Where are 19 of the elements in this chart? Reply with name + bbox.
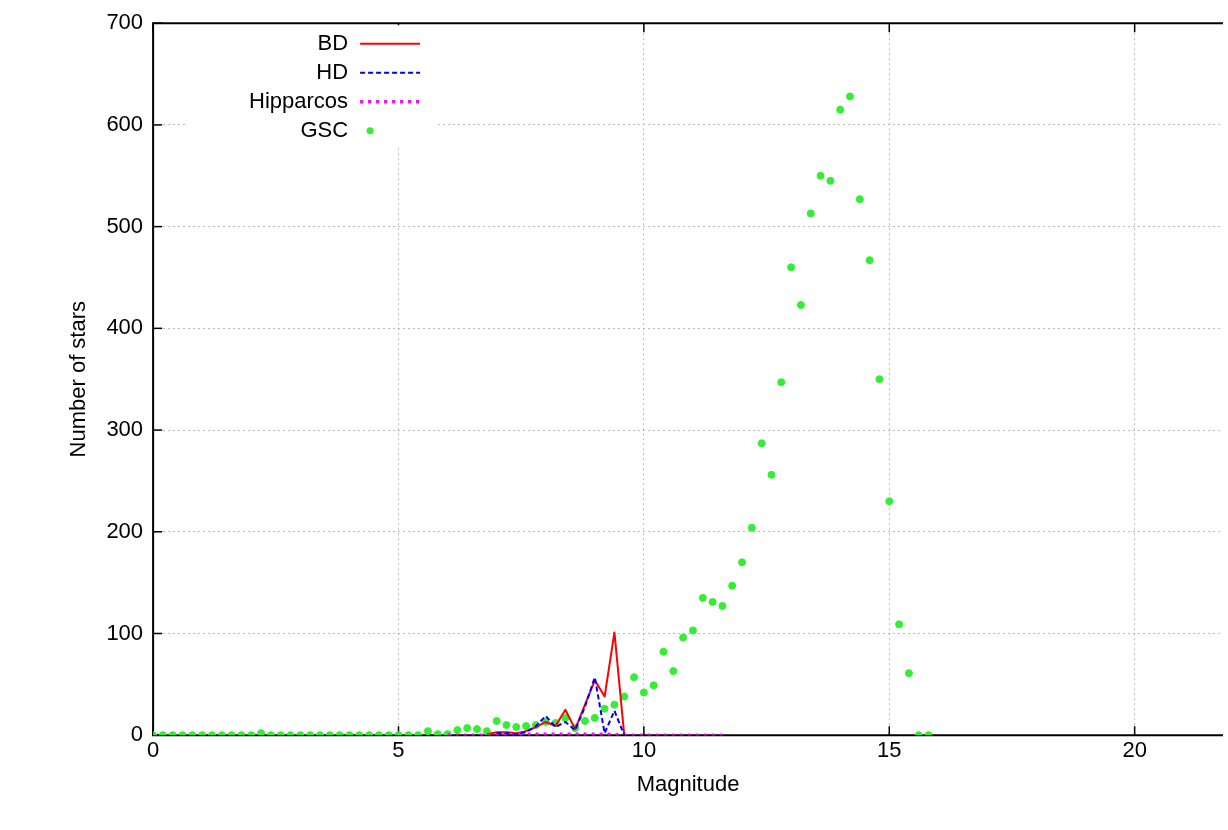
y-axis-title: Number of stars [65,300,91,458]
legend-label: Hipparcos [249,87,349,113]
y-tick-label: 100 [106,619,144,645]
x-tick-label: 0 [146,737,160,763]
y-tick-label: 300 [106,416,144,442]
x-tick-label: 15 [877,737,902,763]
y-tick-label: 400 [106,314,144,340]
x-tick-label: 10 [631,737,657,763]
y-tick-label: 700 [106,9,144,35]
y-tick-label: 200 [106,517,144,543]
x-tick-label: 5 [392,737,405,763]
legend-label: GSC [300,116,349,142]
y-tick-label: 500 [106,212,144,238]
y-tick-label: 0 [130,721,144,747]
y-tick-label: 600 [106,110,144,136]
legend-label: BD [317,29,349,55]
legend-label: HD [316,58,349,84]
x-tick-label: 20 [1122,737,1147,763]
x-axis-title: Magnitude [636,770,740,796]
